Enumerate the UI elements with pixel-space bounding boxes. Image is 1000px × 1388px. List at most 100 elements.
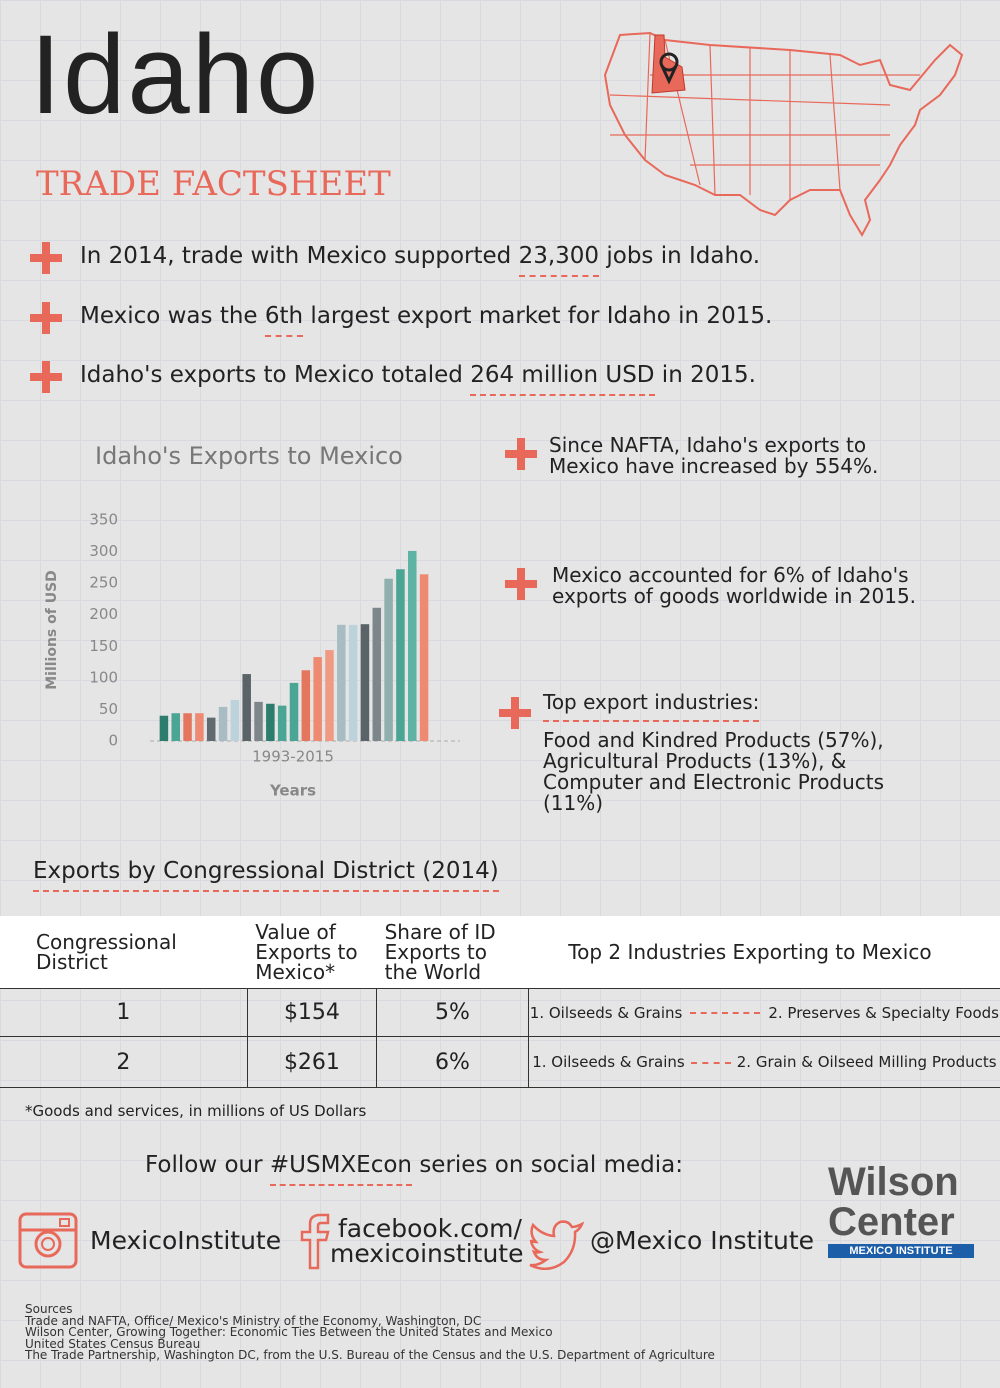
source: The Trade Partnership, Washington DC, fr…: [25, 1348, 715, 1362]
fact-highlight: 6th: [264, 303, 304, 337]
fact-text: Mexico was the: [80, 303, 265, 329]
fact-highlight: 264 million USD: [470, 362, 655, 396]
row: 1 $154 5% 1. Oilseeds & Grains 2. Preserv…: [0, 988, 1000, 1037]
table: Congressional District Value of Exports …: [0, 916, 1000, 1088]
text: facebook.com/: [338, 1214, 522, 1243]
bar: [313, 657, 322, 741]
y-tick-label: 0: [108, 732, 118, 750]
logo: Wilson Center MEXICO INSTITUTE: [828, 1162, 974, 1258]
cell: $261: [246, 1036, 378, 1088]
y-tick-label: 300: [89, 542, 118, 560]
sources: Sources Trade and NAFTA, Office/ Mexico'…: [25, 1303, 715, 1362]
plus-icon: [30, 242, 62, 274]
logo-text: Wilson: [828, 1160, 959, 1204]
bar: [218, 706, 228, 741]
bar: [206, 717, 216, 741]
bar: [195, 713, 204, 741]
table-title: Exports by Congressional District (2014): [33, 858, 499, 892]
source: United States Census Bureau: [25, 1336, 201, 1351]
bar: [254, 701, 263, 741]
us-map: [603, 31, 964, 238]
fact-text: in 2015.: [654, 362, 756, 388]
bar: [230, 699, 240, 741]
bar: [301, 670, 311, 741]
industry: 2. Preserves & Specialty Foods: [768, 1003, 999, 1022]
industry: 1. Oilseeds & Grains: [529, 1003, 683, 1022]
subtitle: TRADE FACTSHEET: [36, 164, 391, 204]
y-tick-label: 200: [89, 605, 118, 623]
table-title-text: Exports by Congressional District (2014): [33, 858, 499, 892]
fact-highlight: 23,300: [518, 243, 600, 277]
source: Trade and NAFTA, Office/ Mexico's Minist…: [25, 1313, 482, 1328]
fact: In 2014, trade with Mexico supported 23,…: [80, 243, 761, 277]
bar: [242, 674, 251, 741]
fact-text: Idaho's exports to Mexico totaled: [80, 362, 471, 388]
bar: [277, 705, 287, 741]
plus-icon: [499, 697, 531, 729]
column-header: Top 2 Industries Exporting to Mexico: [528, 916, 1000, 989]
text: Follow our: [145, 1152, 270, 1178]
y-tick-label: 100: [89, 668, 118, 686]
chart-title: Idaho's Exports to Mexico: [95, 442, 403, 470]
fact-text: jobs in Idaho.: [599, 243, 761, 269]
facebook-handle: facebook.com/mexicoinstitute: [330, 1216, 523, 1266]
chart: Idaho's Exports to Mexico Millions of US…: [44, 442, 460, 800]
x-range-label: 1993-2015: [252, 748, 334, 766]
cell: 6%: [376, 1036, 529, 1088]
bar: [159, 715, 169, 741]
note-heading: Top export industries:: [543, 690, 760, 722]
logo-tag: MEXICO INSTITUTE: [828, 1244, 974, 1258]
industry: 1. Oilseeds & Grains: [532, 1053, 685, 1071]
bar: [408, 550, 417, 741]
fact: Idaho's exports to Mexico totaled 264 mi…: [80, 362, 756, 396]
y-tick-label: 50: [99, 700, 118, 718]
x-axis-label: Years: [269, 782, 316, 800]
bar: [337, 624, 346, 741]
dash: [690, 1012, 761, 1014]
text: series on social media:: [412, 1152, 683, 1178]
note: Mexico accounted for 6% of Idaho's expor…: [552, 563, 917, 608]
footnote: *Goods and services, in millions of US D…: [25, 1102, 367, 1120]
bar: [171, 713, 180, 741]
dash: [690, 1061, 731, 1064]
cell: $154: [246, 988, 378, 1037]
plus-icon: [30, 361, 62, 393]
bar: [325, 650, 334, 741]
column-header: Value of Exports to Mexico*: [247, 916, 377, 989]
plus-icon: [505, 438, 537, 470]
fact-text: largest export market for Idaho in 2015.: [303, 303, 773, 329]
plus-icon: [505, 568, 537, 600]
cell: 5%: [376, 988, 529, 1037]
bar: [183, 713, 192, 741]
bar: [360, 624, 370, 741]
y-axis-label: Millions of USD: [44, 570, 60, 690]
fact: Mexico was the 6th largest export market…: [80, 303, 773, 337]
cell: 1: [0, 988, 248, 1037]
note: Since NAFTA, Idaho's exports to Mexico h…: [549, 433, 879, 478]
fact-text: In 2014, trade with Mexico supported: [80, 243, 519, 269]
text: mexicoinstitute: [330, 1239, 524, 1268]
column-header: Share of ID Exports to the World: [376, 916, 529, 989]
y-tick-label: 250: [89, 574, 118, 592]
instagram-handle: MexicoInstitute: [90, 1226, 282, 1255]
cell: 1. Oilseeds & Grains 2. Preserves & Speci…: [527, 988, 1000, 1037]
facebook-icon: [300, 1213, 330, 1270]
logo-text: Center: [828, 1200, 955, 1244]
y-tick-label: 150: [89, 637, 118, 655]
plus-icon: [30, 302, 62, 334]
note: Food and Kindred Products (57%), Agricul…: [543, 728, 885, 815]
bar: [419, 574, 429, 741]
title: Idaho: [30, 12, 321, 137]
row: 2 $261 6% 1. Oilseeds & Grains 2. Grain &…: [0, 1036, 1000, 1088]
column-header: Congressional District: [0, 916, 248, 989]
industry: 2. Grain & Oilseed Milling Products: [736, 1053, 997, 1071]
bar: [289, 682, 299, 741]
cell: 1. Oilseeds & Grains 2. Grain & Oilseed M…: [527, 1036, 1000, 1088]
bar: [348, 624, 358, 741]
bar: [384, 578, 393, 741]
y-tick-label: 350: [89, 511, 118, 529]
twitter-handle: @Mexico Institute: [590, 1226, 815, 1255]
bar: [266, 703, 275, 741]
bar: [396, 569, 405, 741]
